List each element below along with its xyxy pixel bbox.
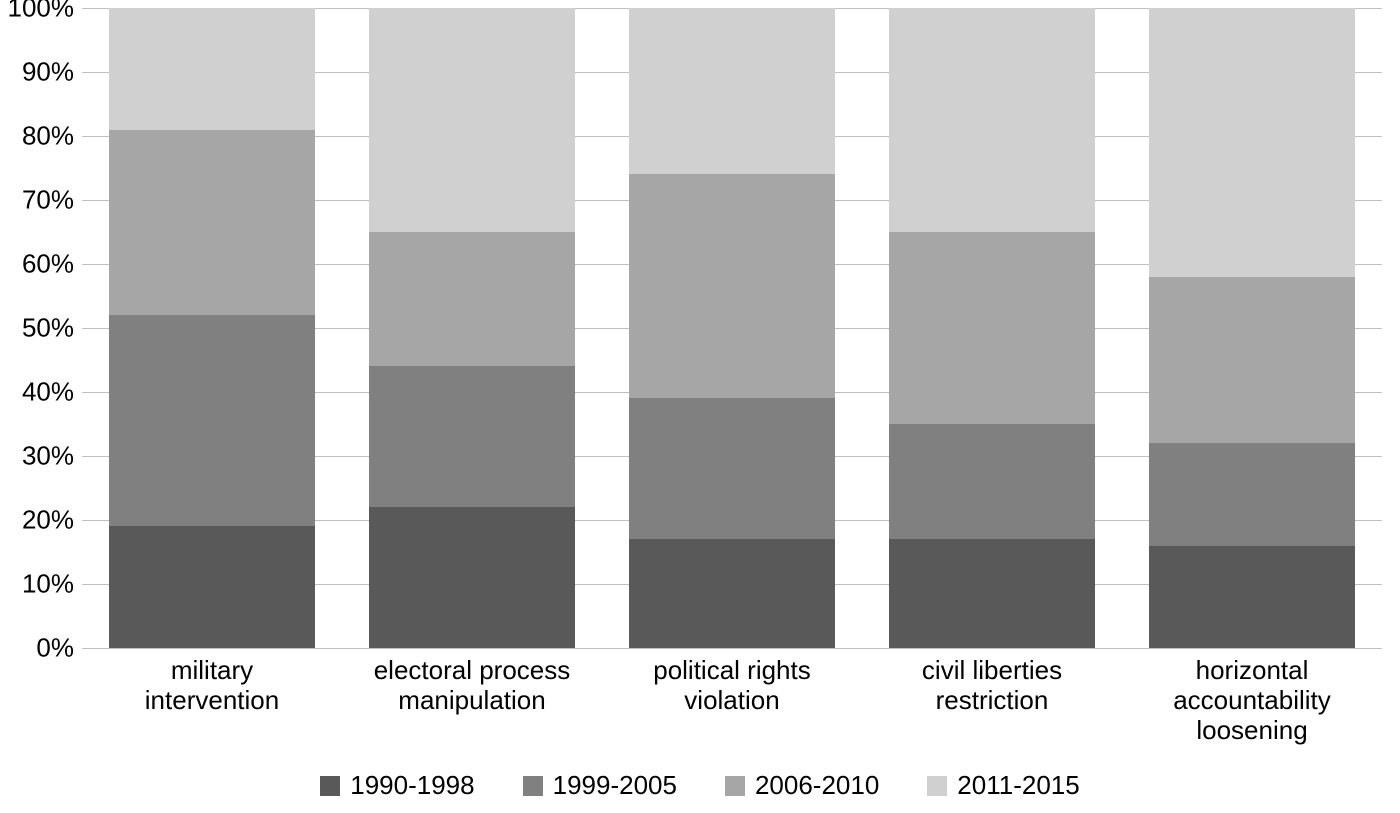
bar-segment-political-p3 [629, 174, 835, 398]
bar-segment-electoral-p3 [369, 232, 575, 366]
bar-segment-military-p1 [109, 526, 315, 648]
bar-segment-political-p2 [629, 398, 835, 539]
legend-label: 2011-2015 [957, 770, 1079, 801]
legend: 1990-1998 1999-2005 2006-2010 2011-2015 [0, 770, 1400, 801]
stacked-bar-chart: 0% 10% 20% 30% 40% 50% 60% 70% 80% 90% 100% militar… [0, 0, 1400, 813]
gridline [82, 648, 1382, 649]
x-label-line: accountability [1122, 686, 1382, 716]
x-label-electoral: electoral processmanipulation [342, 656, 602, 716]
x-label-line: horizontal [1122, 656, 1382, 686]
legend-label: 1990-1998 [350, 770, 474, 801]
bar-civil [889, 8, 1095, 648]
x-label-line: electoral process [342, 656, 602, 686]
y-tick-label: 10% [0, 569, 74, 600]
bar-segment-horizontal-p3 [1149, 277, 1355, 443]
bar-segment-electoral-p1 [369, 507, 575, 648]
y-tick-label: 70% [0, 185, 74, 216]
bar-segment-civil-p3 [889, 232, 1095, 424]
bar-segment-horizontal-p4 [1149, 8, 1355, 277]
y-tick-label: 30% [0, 441, 74, 472]
y-tick-label: 100% [0, 0, 74, 24]
bar-military [109, 8, 315, 648]
y-tick-label: 60% [0, 249, 74, 280]
x-label-line: intervention [82, 686, 342, 716]
bar-segment-electoral-p4 [369, 8, 575, 232]
y-tick-label: 90% [0, 57, 74, 88]
legend-swatch-icon [523, 776, 543, 796]
y-tick-label: 40% [0, 377, 74, 408]
bar-segment-military-p3 [109, 130, 315, 316]
x-label-military: militaryintervention [82, 656, 342, 716]
x-label-line: restriction [862, 686, 1122, 716]
legend-swatch-icon [725, 776, 745, 796]
x-label-line: military [82, 656, 342, 686]
y-tick-label: 50% [0, 313, 74, 344]
bar-segment-political-p4 [629, 8, 835, 174]
plot-area: 0%10%20%30%40%50%60%70%80%90%100%militar… [82, 8, 1382, 648]
bar-segment-civil-p1 [889, 539, 1095, 648]
bar-segment-military-p2 [109, 315, 315, 526]
x-label-line: manipulation [342, 686, 602, 716]
x-label-line: political rights [602, 656, 862, 686]
legend-item-p1: 1990-1998 [320, 770, 474, 801]
bar-horizontal [1149, 8, 1355, 648]
legend-label: 1999-2005 [553, 770, 677, 801]
legend-item-p4: 2011-2015 [927, 770, 1079, 801]
x-label-political: political rightsviolation [602, 656, 862, 716]
y-tick-label: 80% [0, 121, 74, 152]
legend-swatch-icon [320, 776, 340, 796]
bar-political [629, 8, 835, 648]
legend-item-p2: 1999-2005 [523, 770, 677, 801]
bar-segment-electoral-p2 [369, 366, 575, 507]
bar-segment-horizontal-p1 [1149, 546, 1355, 648]
bar-segment-civil-p4 [889, 8, 1095, 232]
y-tick-label: 0% [0, 633, 74, 664]
bar-segment-civil-p2 [889, 424, 1095, 539]
x-label-civil: civil libertiesrestriction [862, 656, 1122, 716]
bar-electoral [369, 8, 575, 648]
y-tick-label: 20% [0, 505, 74, 536]
bar-segment-horizontal-p2 [1149, 443, 1355, 545]
x-label-line: violation [602, 686, 862, 716]
x-label-line: loosening [1122, 716, 1382, 746]
legend-label: 2006-2010 [755, 770, 879, 801]
legend-swatch-icon [927, 776, 947, 796]
legend-item-p3: 2006-2010 [725, 770, 879, 801]
x-label-line: civil liberties [862, 656, 1122, 686]
bar-segment-military-p4 [109, 8, 315, 130]
x-label-horizontal: horizontalaccountabilityloosening [1122, 656, 1382, 746]
bar-segment-political-p1 [629, 539, 835, 648]
